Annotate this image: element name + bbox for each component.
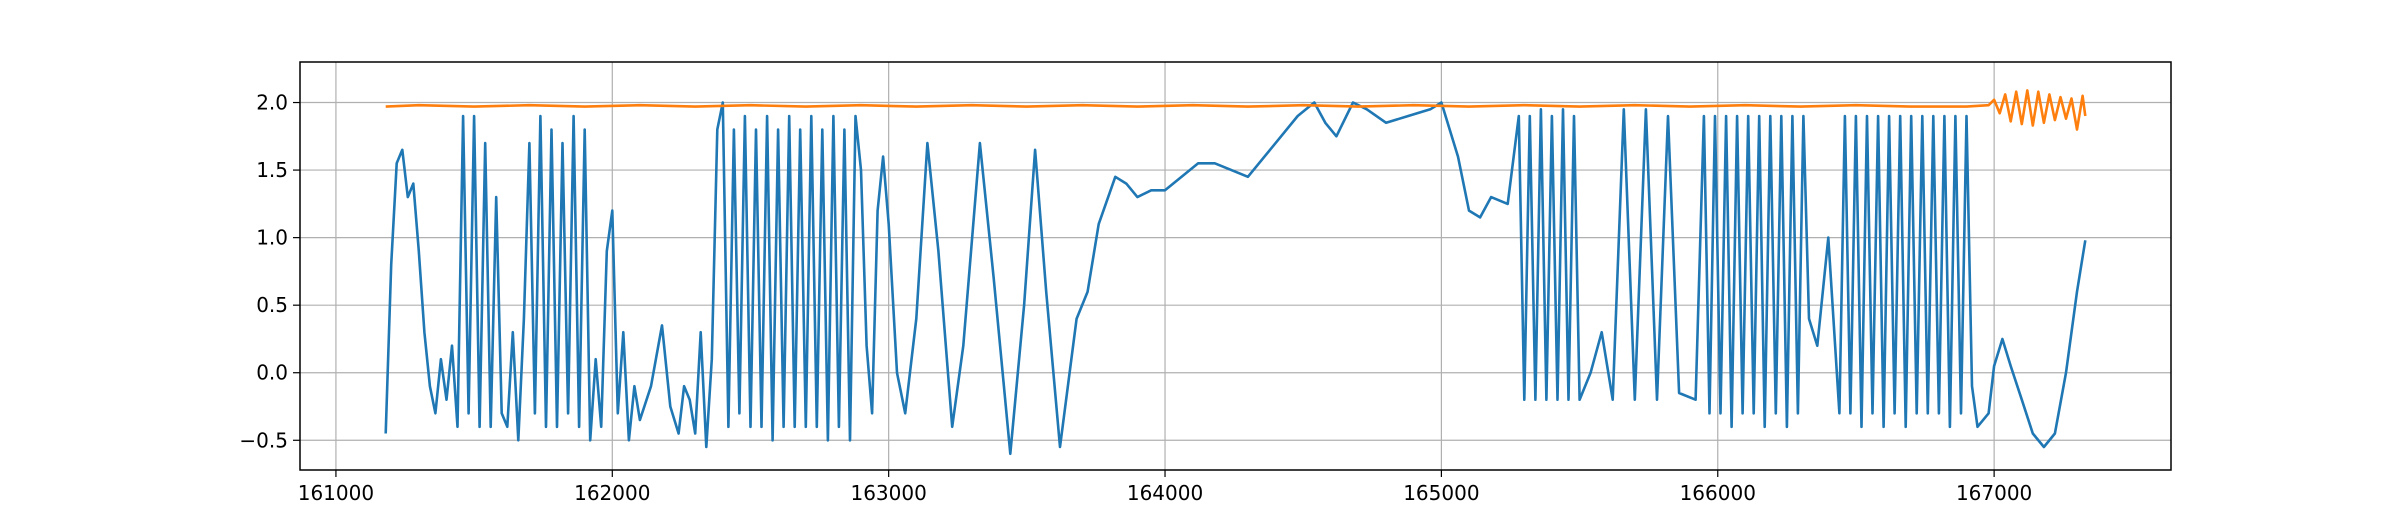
x-tick-label: 167000 bbox=[1956, 481, 2032, 505]
x-tick-label: 164000 bbox=[1127, 481, 1203, 505]
y-tick-label: 1.5 bbox=[256, 158, 288, 182]
y-tick-label: 0.5 bbox=[256, 293, 288, 317]
x-tick-label: 165000 bbox=[1403, 481, 1479, 505]
y-tick-label: 2.0 bbox=[256, 91, 288, 115]
axis-ticks: 161000 162000 163000 164000 165000 166000 1670… bbox=[239, 91, 2032, 505]
series-lines bbox=[384, 89, 2087, 456]
y-tick-label: 1.0 bbox=[256, 226, 288, 250]
plot-area-frame bbox=[299, 61, 2172, 471]
y-tick-label: −0.5 bbox=[239, 428, 288, 452]
series-line-1 bbox=[384, 101, 2087, 456]
x-tick-label: 163000 bbox=[850, 481, 926, 505]
y-tick-label: 0.0 bbox=[256, 361, 288, 385]
series-line-2 bbox=[385, 89, 2087, 131]
x-tick-label: 161000 bbox=[298, 481, 374, 505]
x-tick-label: 162000 bbox=[574, 481, 650, 505]
x-tick-label: 166000 bbox=[1680, 481, 1756, 505]
